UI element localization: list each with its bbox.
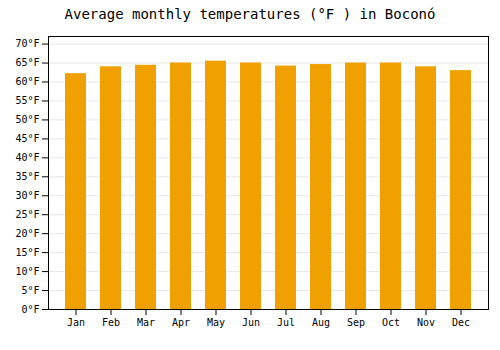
svg-text:45°F: 45°F [15,133,39,144]
svg-text:65°F: 65°F [15,57,39,68]
svg-text:15°F: 15°F [15,247,39,258]
svg-text:Oct: Oct [382,317,400,328]
svg-text:Nov: Nov [417,317,435,328]
svg-text:Feb: Feb [102,317,120,328]
svg-text:0°F: 0°F [21,304,39,315]
svg-text:Sep: Sep [347,317,365,328]
svg-text:Mar: Mar [137,317,155,328]
svg-text:Jan: Jan [67,317,85,328]
svg-text:May: May [207,317,225,328]
svg-text:10°F: 10°F [15,266,39,277]
svg-text:Jun: Jun [242,317,260,328]
svg-text:5°F: 5°F [21,285,39,296]
svg-text:20°F: 20°F [15,228,39,239]
svg-text:60°F: 60°F [15,76,39,87]
svg-text:Dec: Dec [452,317,470,328]
svg-text:55°F: 55°F [15,95,39,106]
html-text:Average monthly temperatures (: Average monthly temperatures (°F ) in Bo… [64,6,436,22]
svg-text:Jul: Jul [277,317,295,328]
svg-text:Aug: Aug [312,317,330,328]
svg-text:35°F: 35°F [15,171,39,182]
svg-text:70°F: 70°F [15,38,39,49]
svg-text:40°F: 40°F [15,152,39,163]
svg-text:30°F: 30°F [15,190,39,201]
svg-text:Apr: Apr [172,317,190,328]
svg-text:25°F: 25°F [15,209,39,220]
svg-text:50°F: 50°F [15,114,39,125]
